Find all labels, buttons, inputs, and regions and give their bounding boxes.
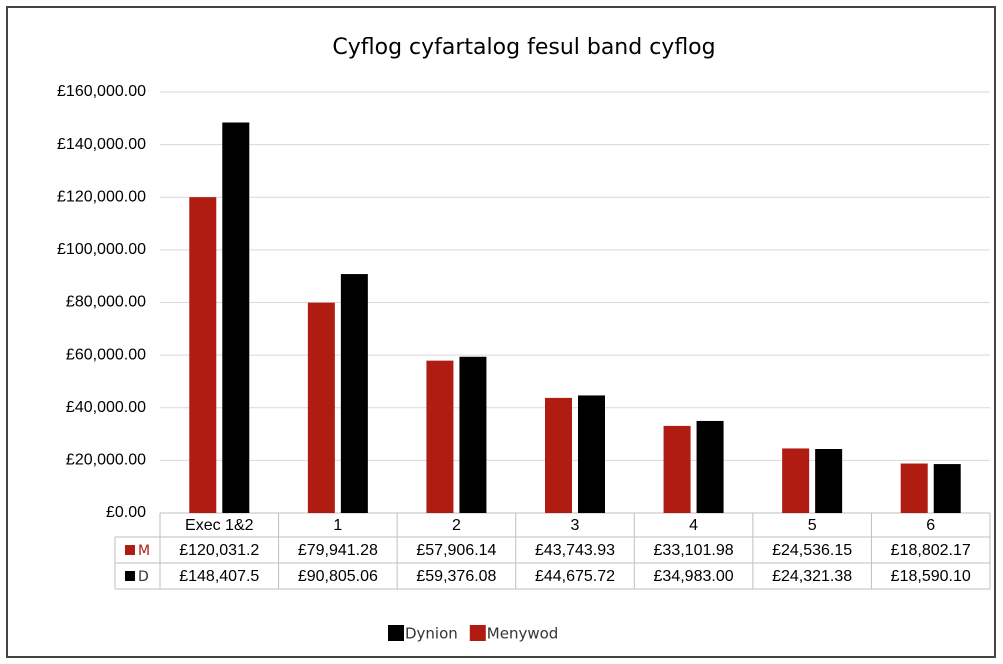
x-tick-label: 4 bbox=[689, 517, 698, 534]
table-value: £44,675.72 bbox=[535, 568, 615, 585]
y-tick-label: £80,000.00 bbox=[66, 294, 146, 311]
table-value: £34,983.00 bbox=[654, 568, 734, 585]
table-value: £18,802.17 bbox=[891, 542, 971, 559]
bar bbox=[782, 448, 810, 513]
chart-border bbox=[6, 6, 996, 658]
y-tick-label: £160,000.00 bbox=[57, 83, 146, 100]
bar bbox=[815, 449, 843, 513]
table-value: £148,407.5 bbox=[179, 568, 259, 585]
bar bbox=[222, 122, 250, 514]
chart-title: Cyflog cyfartalog fesul band cyflog bbox=[332, 35, 715, 60]
table-value: £57,906.14 bbox=[416, 542, 496, 559]
legend-label: Menywod bbox=[487, 625, 559, 643]
x-tick-label: 1 bbox=[333, 517, 342, 534]
x-tick-label: 2 bbox=[452, 517, 461, 534]
y-tick-label: £120,000.00 bbox=[57, 188, 146, 205]
x-tick-label: 5 bbox=[808, 517, 817, 534]
bar bbox=[696, 420, 724, 513]
table-value: £18,590.10 bbox=[891, 568, 971, 585]
bar bbox=[933, 464, 961, 513]
y-tick-label: £0.00 bbox=[106, 504, 146, 521]
table-value: £43,743.93 bbox=[535, 542, 615, 559]
table-value: £24,536.15 bbox=[772, 542, 852, 559]
table-value: £120,031.2 bbox=[179, 542, 259, 559]
y-tick-label: £20,000.00 bbox=[66, 452, 146, 469]
table-value: £79,941.28 bbox=[298, 542, 378, 559]
legend-label: Dynion bbox=[405, 625, 458, 643]
bar bbox=[340, 274, 368, 513]
bar bbox=[307, 302, 335, 513]
table-legend-key bbox=[125, 545, 135, 555]
y-tick-label: £140,000.00 bbox=[57, 136, 146, 153]
table-row-label: M bbox=[138, 543, 150, 559]
bar bbox=[663, 425, 691, 513]
table-value: £59,376.08 bbox=[416, 568, 496, 585]
bar bbox=[189, 197, 217, 513]
x-tick-label: 6 bbox=[926, 517, 935, 534]
x-tick-label: Exec 1&2 bbox=[185, 517, 254, 534]
table-value: £33,101.98 bbox=[654, 542, 734, 559]
bar bbox=[578, 395, 605, 513]
bar bbox=[426, 360, 454, 513]
table-row-label: D bbox=[138, 569, 149, 585]
bar bbox=[459, 356, 487, 513]
bar bbox=[545, 397, 572, 513]
x-tick-label: 3 bbox=[571, 517, 580, 534]
table-value: £24,321.38 bbox=[772, 568, 852, 585]
y-tick-label: £100,000.00 bbox=[57, 241, 146, 258]
table-value: £90,805.06 bbox=[298, 568, 378, 585]
y-tick-label: £40,000.00 bbox=[66, 399, 146, 416]
legend-key bbox=[469, 625, 486, 641]
table-legend-key bbox=[125, 571, 135, 581]
y-tick-label: £60,000.00 bbox=[66, 346, 146, 363]
bar bbox=[900, 463, 928, 513]
legend-key bbox=[388, 625, 404, 641]
